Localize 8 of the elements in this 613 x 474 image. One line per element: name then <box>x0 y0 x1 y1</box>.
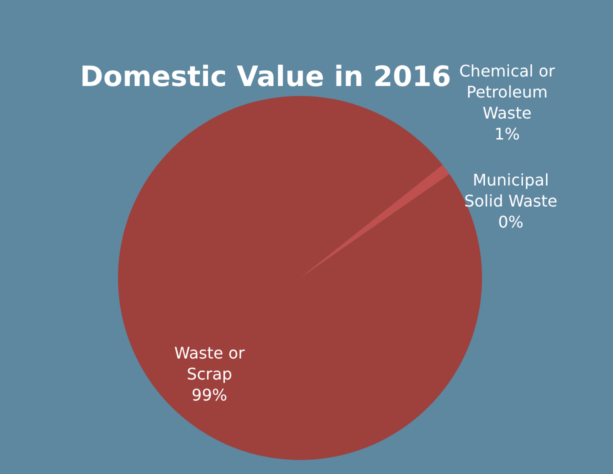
category-label: Municipal Solid Waste <box>464 170 558 211</box>
data-label: 1% <box>494 124 520 144</box>
pie-slice <box>300 164 450 278</box>
text: 0% <box>498 212 524 232</box>
data-label: 99% <box>192 385 228 404</box>
slice-label: Chemical or Petroleum Waste <box>459 61 556 122</box>
chart-title: Domestic Value in 2016 <box>80 60 452 93</box>
slice-label: Waste or Scrap <box>174 343 246 384</box>
